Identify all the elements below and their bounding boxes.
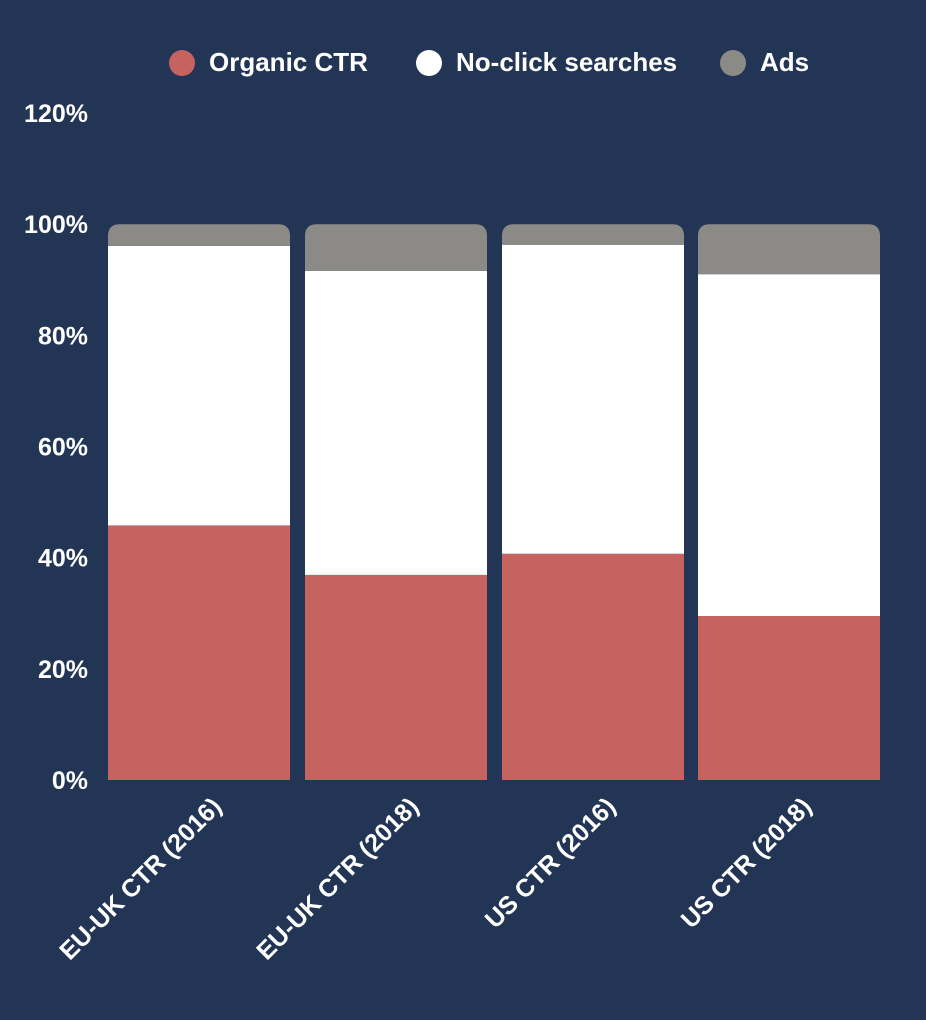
- bar-segment-no-click-searches[interactable]: [108, 245, 290, 526]
- legend-item-organic-ctr[interactable]: Organic CTR: [169, 47, 368, 77]
- y-tick-label: 80%: [38, 322, 88, 350]
- bar-segment-organic-ctr[interactable]: [698, 616, 880, 780]
- legend-marker-no-click-searches: [416, 50, 442, 76]
- legend-label: Organic CTR: [209, 47, 368, 77]
- y-tick-label: 20%: [38, 656, 88, 684]
- bar-eu-uk-ctr-2018[interactable]: [305, 224, 487, 780]
- bar-eu-uk-ctr-2016[interactable]: [108, 224, 290, 780]
- x-tick-label: EU-UK CTR (2018): [251, 792, 424, 965]
- y-tick-label: 100%: [24, 211, 88, 239]
- bar-us-ctr-2018[interactable]: [698, 224, 880, 780]
- y-axis: 0% 20% 40% 60% 80% 100% 120%: [24, 100, 88, 795]
- x-tick-label: EU-UK CTR (2016): [54, 792, 227, 965]
- y-tick-label: 0%: [52, 767, 88, 795]
- bar-segment-organic-ctr[interactable]: [305, 574, 487, 780]
- bar-segment-no-click-searches[interactable]: [698, 274, 880, 617]
- legend-item-ads[interactable]: Ads: [720, 47, 809, 77]
- x-tick-label: US CTR (2018): [676, 792, 818, 934]
- legend-label: No-click searches: [456, 47, 677, 77]
- y-tick-label: 60%: [38, 434, 88, 462]
- bar-us-ctr-2016[interactable]: [502, 224, 684, 780]
- bar-segment-organic-ctr[interactable]: [108, 525, 290, 780]
- bar-segment-no-click-searches[interactable]: [305, 270, 487, 575]
- legend-item-no-click-searches[interactable]: No-click searches: [416, 47, 677, 77]
- bar-segment-ads[interactable]: [305, 224, 487, 271]
- legend: Organic CTR No-click searches Ads: [169, 47, 809, 77]
- y-tick-label: 120%: [24, 100, 88, 128]
- bars: [108, 224, 880, 780]
- bar-segment-ads[interactable]: [502, 224, 684, 245]
- legend-label: Ads: [760, 47, 809, 77]
- bar-segment-ads[interactable]: [698, 224, 880, 275]
- bar-segment-no-click-searches[interactable]: [502, 244, 684, 554]
- x-axis: EU-UK CTR (2016) EU-UK CTR (2018) US CTR (…: [54, 792, 817, 965]
- bar-segment-ads[interactable]: [108, 224, 290, 246]
- legend-marker-ads: [720, 50, 746, 76]
- y-tick-label: 40%: [38, 545, 88, 573]
- bar-segment-organic-ctr[interactable]: [502, 553, 684, 780]
- legend-marker-organic-ctr: [169, 50, 195, 76]
- x-tick-label: US CTR (2016): [480, 792, 622, 934]
